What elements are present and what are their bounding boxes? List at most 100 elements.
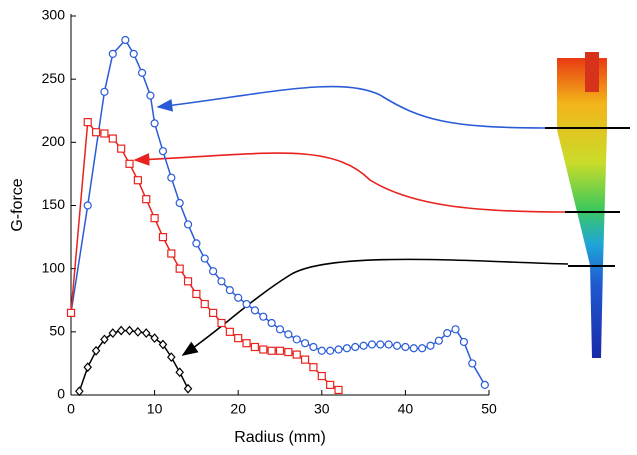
data-point <box>133 176 142 185</box>
data-point <box>129 49 138 59</box>
data-point <box>209 267 218 276</box>
data-point <box>392 341 402 350</box>
data-point <box>83 201 92 210</box>
data-point <box>234 293 243 302</box>
x-tick-label: 10 <box>147 401 163 417</box>
x-tick-label: 20 <box>230 401 246 417</box>
data-point <box>117 144 126 153</box>
data-point <box>300 355 310 364</box>
data-point <box>434 336 443 345</box>
data-point <box>75 386 84 397</box>
data-point <box>267 318 276 328</box>
data-point <box>150 119 159 128</box>
data-point <box>376 340 385 349</box>
data-point <box>175 367 184 378</box>
data-point <box>150 333 159 344</box>
data-point <box>175 264 184 273</box>
data-point <box>317 371 326 381</box>
data-point <box>209 308 218 317</box>
data-point <box>443 328 452 338</box>
y-axis-title: G-force <box>9 178 26 231</box>
data-point <box>284 330 293 339</box>
data-point <box>108 49 117 59</box>
data-point <box>284 347 293 357</box>
data-point <box>326 346 335 355</box>
data-point <box>250 342 260 352</box>
data-point <box>359 341 368 350</box>
data-point <box>192 289 201 299</box>
data-point <box>100 87 109 96</box>
y-tick-label: 0 <box>57 386 65 402</box>
data-point <box>121 35 130 45</box>
data-point <box>200 299 209 309</box>
data-point <box>137 68 147 77</box>
data-point <box>91 128 101 137</box>
data-point <box>234 334 243 343</box>
data-point <box>468 359 477 368</box>
data-point <box>142 195 151 204</box>
data-point <box>192 239 201 248</box>
data-point <box>100 129 109 138</box>
data-point <box>384 340 393 349</box>
data-point <box>125 325 134 336</box>
data-point <box>183 277 193 286</box>
y-tick-label: 250 <box>42 70 66 86</box>
data-point <box>183 220 193 229</box>
data-point <box>217 318 226 328</box>
data-point <box>259 312 268 321</box>
data-point <box>167 249 176 258</box>
data-point <box>100 334 109 345</box>
y-tick-label: 50 <box>49 323 65 339</box>
data-point <box>242 339 251 348</box>
data-point <box>133 326 143 337</box>
data-point <box>300 339 310 348</box>
x-tick-label: 40 <box>398 401 414 417</box>
data-point <box>217 277 226 286</box>
x-tick-label: 50 <box>481 401 497 417</box>
data-point <box>167 173 176 182</box>
data-point <box>141 328 151 339</box>
data-point <box>167 352 176 363</box>
data-point <box>351 342 360 352</box>
data-point <box>158 147 168 156</box>
data-point <box>334 345 343 354</box>
data-point <box>125 159 134 168</box>
x-axis-title: Radius (mm) <box>234 429 326 446</box>
y-tick-label: 100 <box>42 259 66 275</box>
data-point <box>175 198 184 208</box>
data-point <box>116 325 126 336</box>
y-tick-label: 150 <box>42 196 66 212</box>
data-point <box>83 362 93 373</box>
data-point <box>401 342 410 352</box>
data-point <box>342 344 351 353</box>
data-point <box>426 341 435 350</box>
data-point <box>309 363 318 372</box>
data-point <box>480 380 489 389</box>
data-point <box>108 134 117 143</box>
data-point <box>200 254 209 263</box>
data-point <box>66 308 76 317</box>
data-point <box>83 118 92 127</box>
data-point <box>225 327 234 336</box>
data-point <box>259 345 268 354</box>
cyclone-image <box>545 52 630 358</box>
data-point <box>275 346 285 355</box>
data-point <box>275 325 285 334</box>
data-point <box>150 214 159 223</box>
data-point <box>250 306 260 315</box>
data-point <box>334 385 343 395</box>
data-point <box>146 91 155 100</box>
data-point <box>267 346 276 355</box>
data-point <box>309 342 318 352</box>
data-point <box>108 328 118 339</box>
data-point <box>367 340 377 349</box>
data-point <box>158 339 168 350</box>
data-point <box>292 350 301 359</box>
data-point <box>451 325 460 334</box>
y-tick-label: 300 <box>42 7 66 23</box>
x-tick-label: 0 <box>67 401 75 417</box>
data-point <box>418 344 427 353</box>
data-point <box>459 337 469 347</box>
data-point <box>292 335 301 344</box>
